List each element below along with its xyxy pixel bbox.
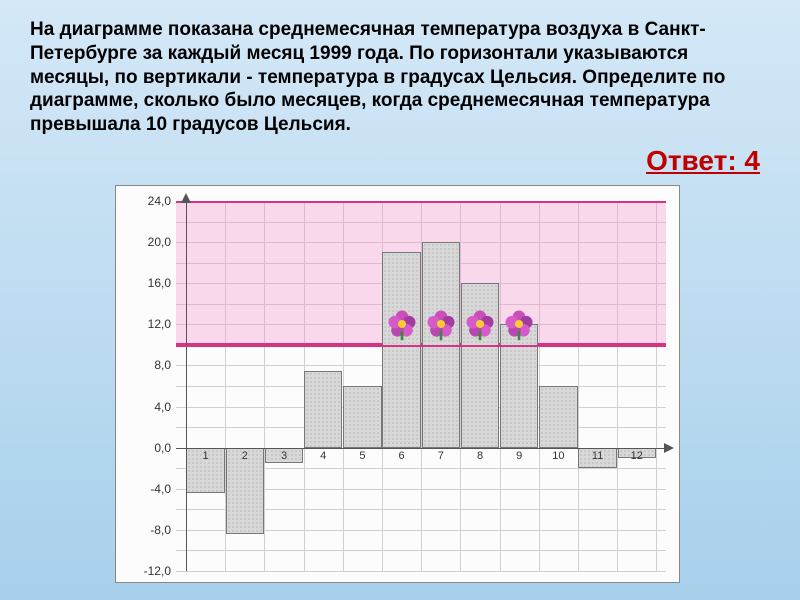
bar <box>343 386 381 448</box>
y-label: 8,0 <box>131 358 171 372</box>
y-label: 24,0 <box>131 194 171 208</box>
problem-text: На диаграмме показана среднемесячная тем… <box>0 0 800 141</box>
x-label: 11 <box>580 450 615 462</box>
threshold-line <box>176 345 666 347</box>
y-label: 20,0 <box>131 235 171 249</box>
flower-icon <box>501 306 537 342</box>
x-label: 10 <box>541 450 576 462</box>
chart-container: 123456789101112-12,0-8,0-4,00,04,08,012,… <box>115 185 680 583</box>
x-label: 8 <box>463 450 498 462</box>
x-axis <box>176 448 666 449</box>
y-label: -8,0 <box>131 523 171 537</box>
y-label: 12,0 <box>131 317 171 331</box>
answer-label: Ответ: 4 <box>646 145 760 177</box>
y-label: 0,0 <box>131 441 171 455</box>
y-label: 4,0 <box>131 400 171 414</box>
y-label: -4,0 <box>131 482 171 496</box>
x-label: 6 <box>384 450 419 462</box>
grid-line-h <box>176 571 666 572</box>
bar <box>500 324 538 447</box>
y-label: 16,0 <box>131 276 171 290</box>
y-label: -12,0 <box>131 564 171 578</box>
bar <box>304 371 342 448</box>
arrow-up-icon <box>181 193 191 203</box>
x-label: 3 <box>267 450 302 462</box>
x-label: 4 <box>306 450 341 462</box>
bar <box>382 252 420 447</box>
flower-icon <box>462 306 498 342</box>
bar <box>539 386 577 448</box>
flower-icon <box>384 306 420 342</box>
arrow-right-icon <box>664 443 674 453</box>
x-label: 12 <box>619 450 654 462</box>
x-label: 2 <box>227 450 262 462</box>
x-label: 7 <box>423 450 458 462</box>
x-label: 1 <box>188 450 223 462</box>
x-label: 5 <box>345 450 380 462</box>
plot-area: 123456789101112-12,0-8,0-4,00,04,08,012,… <box>176 201 666 571</box>
flower-icon <box>423 306 459 342</box>
x-label: 9 <box>502 450 537 462</box>
y-axis <box>186 201 187 571</box>
